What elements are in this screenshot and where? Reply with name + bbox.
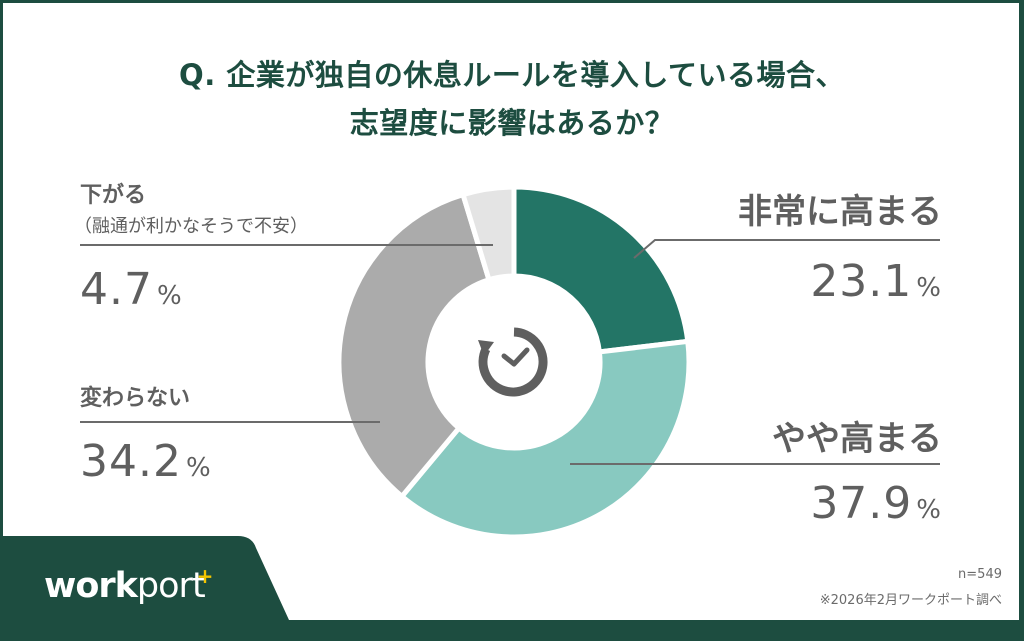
sample-size: n=549 (958, 567, 1002, 582)
value-somewhat-high: 37.9% (810, 478, 942, 529)
value-no-change-unit: % (185, 453, 212, 483)
logo-work: work (44, 566, 138, 606)
value-very-high: 23.1% (810, 256, 942, 307)
value-very-high-unit: % (916, 273, 942, 303)
value-somewhat-high-unit: % (916, 495, 942, 525)
value-very-high-number: 23.1 (810, 256, 913, 307)
logo-plus: + (196, 564, 214, 588)
label-no-change: 変わらない (80, 386, 191, 411)
label-lower-sub: （融通が利かなそうで不安） (74, 216, 308, 237)
value-lower-number: 4.7 (80, 264, 153, 315)
leader-line-very-high (633, 239, 940, 259)
workport-logo: workport+ (44, 564, 214, 606)
label-very-high: 非常に高まる (738, 192, 942, 232)
label-lower: 下がる (80, 183, 147, 208)
footer-brand-tab (3, 536, 289, 620)
logo-port: port (136, 566, 206, 606)
source-note: ※2026年2月ワークポート調べ (819, 593, 1002, 608)
value-lower-unit: % (156, 281, 183, 311)
value-no-change: 34.2% (80, 436, 212, 487)
label-somewhat-high: やや高まる (772, 419, 942, 459)
value-somewhat-high-number: 37.9 (810, 478, 913, 529)
chart-title-line1: Q. 企業が独自の休息ルールを導入している場合、 (179, 58, 845, 92)
clock-refresh-icon (478, 327, 548, 397)
value-no-change-number: 34.2 (80, 436, 182, 487)
donut-slices (336, 184, 692, 540)
chart-title-line2: 志望度に影響はあるか？ (349, 106, 675, 140)
value-lower: 4.7% (80, 264, 183, 315)
